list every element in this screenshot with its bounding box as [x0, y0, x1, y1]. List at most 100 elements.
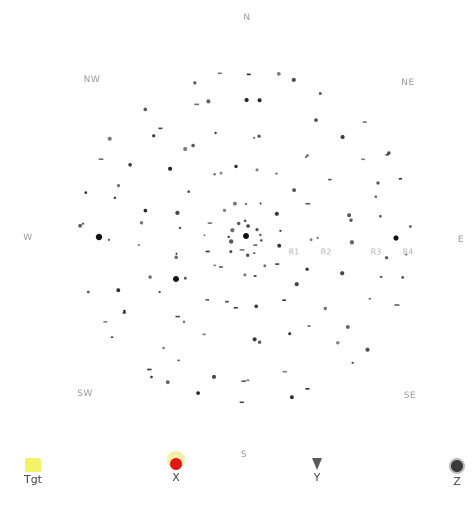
scatter-point [385, 256, 389, 260]
scatter-point [148, 275, 152, 279]
legend-item-y[interactable]: Y [287, 452, 347, 484]
polar-scatter-view: N NE E SE S SW W NW R1 R2 R3 R4 [23, 13, 465, 460]
scatter-point [139, 221, 144, 225]
scatter-point [165, 380, 170, 385]
scatter-plot [78, 72, 412, 404]
scatter-point [243, 273, 247, 277]
scatter-point [107, 136, 112, 141]
gear-marker-icon [449, 458, 465, 474]
scatter-point [347, 213, 351, 218]
scatter-point [183, 276, 187, 280]
scatter-point [214, 131, 217, 135]
scatter-point [254, 304, 258, 309]
scatter-point [116, 184, 121, 188]
scatter-point [229, 250, 233, 254]
scatter-point [202, 333, 206, 336]
scatter-point [152, 134, 156, 138]
scatter-point [255, 168, 259, 172]
scatter-point [277, 243, 282, 248]
rim-label-top: N [243, 13, 251, 23]
scatter-point [81, 222, 85, 225]
legend-item-tgt[interactable]: Tgt [3, 452, 63, 486]
scatter-point [394, 304, 400, 306]
scatter-point [187, 190, 191, 194]
scatter-point [229, 239, 234, 244]
scatter-point [246, 224, 250, 228]
scatter-point [225, 300, 229, 303]
rim-label-bottom-left: SW [77, 389, 93, 399]
scatter-point [309, 238, 313, 242]
scatter-point [194, 103, 200, 106]
scatter-point [351, 361, 354, 364]
scatter-point [86, 290, 90, 294]
scatter-point [222, 208, 227, 212]
inner-ring-label: R1 [288, 247, 300, 257]
scatter-point [234, 164, 238, 169]
scatter-point [158, 290, 161, 294]
inner-ring-label: R4 [402, 247, 414, 257]
scatter-point [257, 134, 261, 138]
scatter-point [385, 154, 389, 156]
scatter-point [212, 374, 216, 379]
legend-label: Y [313, 471, 321, 484]
inner-ring-label: R2 [320, 247, 332, 257]
scatter-point [177, 359, 180, 362]
scatter-point [323, 306, 327, 311]
yellow-square-icon [25, 458, 41, 472]
scatter-point [196, 391, 200, 395]
scatter-point [246, 253, 250, 257]
scatter-point [345, 325, 350, 329]
scatter-point [103, 321, 108, 323]
scatter-point [193, 81, 197, 85]
scatter-point [243, 219, 247, 223]
inner-ring-label: R3 [370, 247, 382, 257]
scatter-point [365, 347, 370, 352]
scatter-point [219, 171, 223, 175]
scatter-point [227, 235, 230, 239]
scatter-point [217, 72, 222, 75]
scatter-point [243, 233, 249, 239]
scatter-point [263, 264, 267, 268]
scatter-point [318, 92, 322, 95]
scatter-point [379, 276, 383, 278]
scatter-point [147, 368, 152, 371]
scatter-point [393, 235, 399, 241]
legend-item-x[interactable]: X [146, 452, 206, 484]
scatter-point [362, 121, 367, 123]
scatter-point [150, 375, 153, 379]
scatter-point [349, 218, 353, 222]
scatter-point [404, 253, 408, 256]
scatter-point [233, 307, 238, 309]
scatter-point [305, 267, 309, 271]
scatter-point [401, 276, 405, 279]
scatter-point [174, 255, 178, 260]
scatter-point [253, 244, 258, 246]
dark-marker-icon [312, 458, 322, 470]
scatter-point [137, 243, 140, 247]
scatter-point [305, 202, 311, 205]
scatter-point [398, 178, 402, 180]
scatter-point [128, 163, 132, 167]
scatter-point [379, 214, 382, 218]
legend-label: Z [453, 475, 461, 488]
scatter-point [336, 341, 340, 345]
scatter-point [191, 143, 195, 148]
scatter-point [340, 271, 345, 276]
rim-label-right: E [457, 235, 465, 245]
scatter-point [253, 252, 256, 254]
scatter-point [259, 202, 262, 205]
scatter-point [244, 203, 247, 205]
scatter-point [213, 173, 216, 176]
scatter-point [257, 340, 262, 344]
scatter-point [252, 337, 257, 342]
scatter-point [239, 249, 245, 251]
scatter-point [305, 388, 310, 390]
legend: Tgt X Y Z [0, 452, 474, 507]
scatter-point [246, 73, 251, 76]
rim-label-bottom: S [240, 450, 248, 460]
legend-item-z[interactable]: Z [427, 452, 474, 488]
scatter-point [349, 240, 355, 245]
scatter-point [158, 127, 163, 130]
scatter-point [219, 266, 223, 268]
scatter-point [292, 188, 296, 193]
